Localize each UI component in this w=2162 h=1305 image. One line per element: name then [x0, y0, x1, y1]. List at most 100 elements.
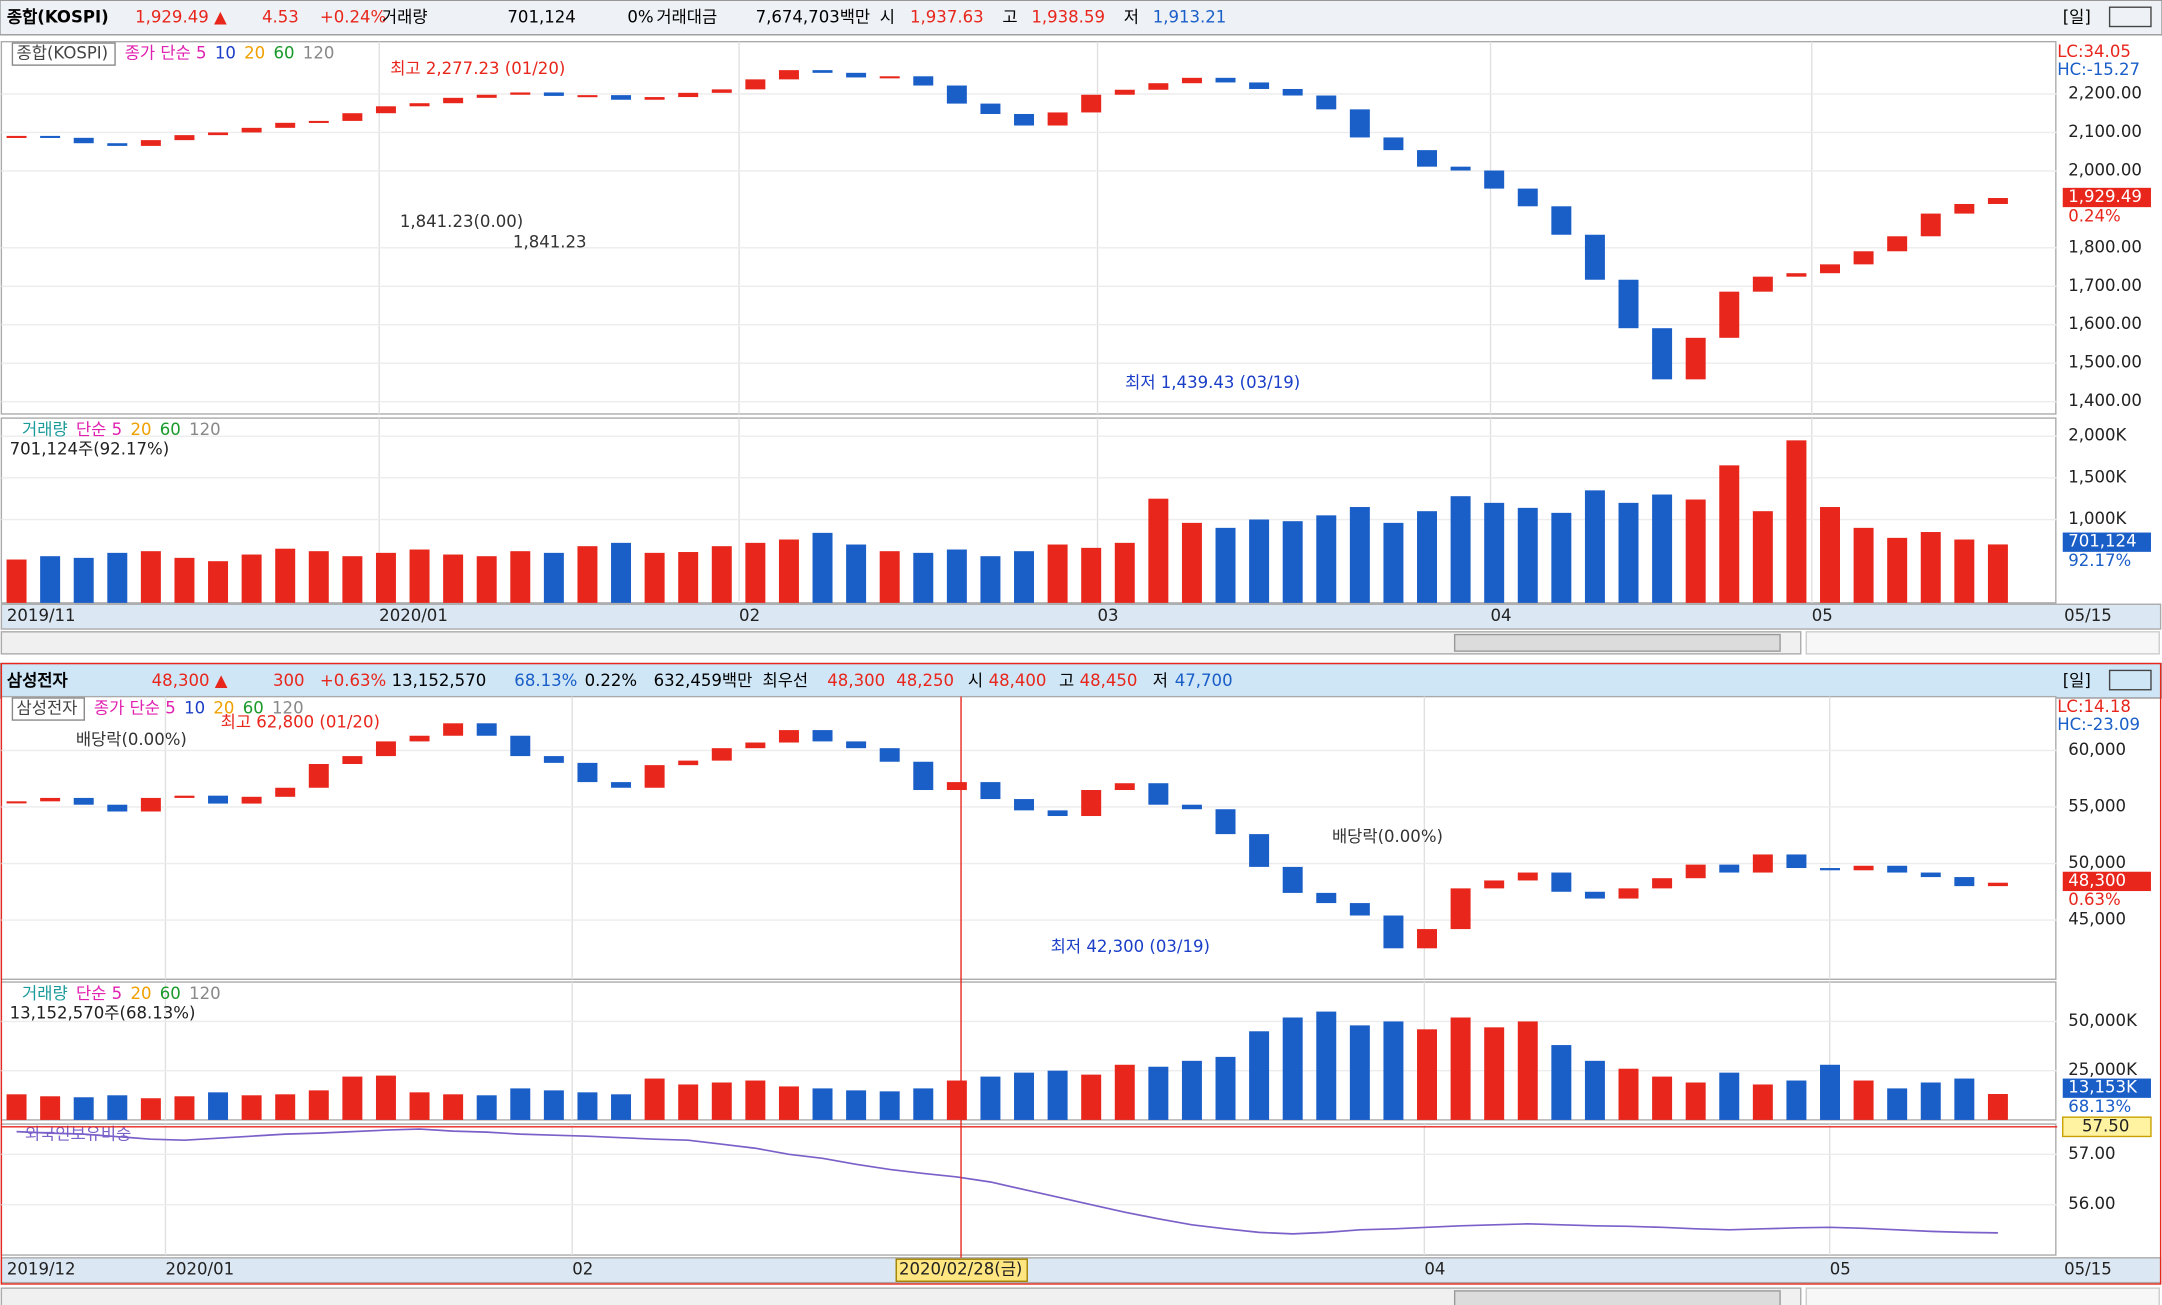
- volume-bar: [1316, 1011, 1337, 1120]
- volume-bar: [107, 1095, 128, 1120]
- toolbar[interactable]: [1805, 631, 2160, 655]
- y-tick-label: 2,100.00: [2068, 122, 2142, 141]
- volume-bar: [1417, 1029, 1438, 1120]
- volume-bar: [1853, 527, 1874, 603]
- volume-bar: [1618, 502, 1639, 603]
- header-field: 300: [273, 671, 305, 690]
- header-field: 701,124: [507, 8, 575, 27]
- window-buttons: [2108, 6, 2152, 28]
- volume-bar: [1484, 502, 1505, 603]
- volume-bar: [1920, 1082, 1941, 1120]
- y-tick-label: 50,000: [2068, 853, 2126, 872]
- candle: [275, 122, 296, 128]
- candle: [1282, 866, 1303, 893]
- y-tick-label: 1,500K: [2068, 467, 2127, 486]
- header-field: 저: [1124, 8, 1139, 27]
- panel-border: [0, 662, 2162, 1285]
- header-field: 시: [968, 671, 983, 690]
- candle: [308, 764, 329, 788]
- volume-bar: [1249, 519, 1270, 603]
- header-field: 632,459백만: [654, 671, 753, 690]
- candle: [644, 97, 665, 100]
- candle: [879, 748, 900, 762]
- volume-bar: [1987, 544, 2008, 603]
- candle: [1517, 188, 1538, 207]
- header-field: 4.53: [262, 8, 299, 27]
- volume-bar: [1517, 1021, 1538, 1120]
- header-field: 1,937.63: [910, 8, 984, 27]
- candle: [745, 79, 766, 90]
- annotation: 최저 1,439.43 (03/19): [1125, 373, 1300, 392]
- volume-bar: [1349, 1025, 1370, 1120]
- candle: [73, 797, 94, 805]
- candle: [476, 94, 497, 98]
- candle: [778, 70, 799, 80]
- volume-bar: [1081, 1074, 1102, 1120]
- legend-item: 20: [244, 44, 265, 63]
- x-label: 2020/01: [379, 606, 448, 625]
- volume-bar: [1114, 1064, 1135, 1120]
- scroll-thumb[interactable]: [1453, 1290, 1781, 1305]
- candle: [1181, 77, 1202, 84]
- volume-bar: [1014, 1072, 1035, 1120]
- legend-item: 20: [130, 984, 151, 1003]
- volume-bar: [1752, 1084, 1773, 1120]
- scroll-thumb[interactable]: [1453, 633, 1781, 652]
- foreign-line: [16, 1128, 1998, 1235]
- legend-item: 종가 단순 5: [125, 44, 207, 63]
- volume-bar: [543, 552, 564, 603]
- candle: [1349, 109, 1370, 138]
- candle: [409, 103, 430, 107]
- volume-bar: [342, 1076, 363, 1120]
- candle: [1417, 929, 1438, 949]
- volume-bar: [946, 549, 967, 603]
- x-label: 2019/11: [7, 606, 76, 625]
- volume-bar: [1786, 440, 1807, 603]
- x-label: 02: [739, 606, 760, 625]
- y-tick-label: 57.00: [2068, 1144, 2115, 1163]
- candle: [1517, 872, 1538, 881]
- candle: [678, 92, 699, 98]
- candle: [1249, 834, 1270, 867]
- candle: [510, 735, 531, 757]
- legend-item: 단순 5: [76, 420, 122, 439]
- y-tick-label: 1,700.00: [2068, 276, 2142, 295]
- toolbar[interactable]: [1805, 1287, 2160, 1305]
- legend-item: 60: [160, 984, 181, 1003]
- volume-bar: [1954, 539, 1975, 603]
- candle: [1820, 868, 1840, 871]
- scrollbar[interactable]: [0, 1287, 1802, 1305]
- x-label: 05/15: [2064, 1260, 2112, 1279]
- price-box: [2062, 871, 2151, 892]
- candle: [611, 95, 632, 100]
- header-field[interactable]: [일]: [2063, 671, 2091, 690]
- price-box: [2062, 1078, 2151, 1098]
- legend-item: 10: [215, 44, 236, 63]
- candle: [1752, 276, 1773, 292]
- candle: [1752, 854, 1773, 873]
- header-field: 48,300: [827, 671, 885, 690]
- legend-item: 종합(KOSPI): [17, 44, 109, 63]
- volume-bar: [1282, 521, 1303, 603]
- annotation: 최저 42,300 (03/19): [1051, 937, 1210, 956]
- candle: [241, 127, 262, 133]
- candle: [946, 782, 967, 791]
- header-field[interactable]: [일]: [2063, 8, 2091, 27]
- scrollbar[interactable]: [0, 631, 1802, 655]
- volume-bar: [510, 1088, 531, 1120]
- candle: [1081, 790, 1102, 817]
- candle: [1349, 903, 1370, 916]
- candle: [443, 97, 464, 104]
- candle: [678, 760, 699, 766]
- volume-bar: [1719, 465, 1740, 603]
- volume-bar: [409, 1092, 430, 1120]
- pane: [0, 695, 2057, 980]
- volume-bar: [1215, 1056, 1236, 1120]
- volume-bar: [1383, 1021, 1404, 1120]
- annotation: 배당락(0.00%): [1332, 827, 1443, 846]
- legend-item: 20: [213, 699, 234, 718]
- candle: [1047, 810, 1068, 817]
- volume-bar: [1987, 1094, 2008, 1120]
- volume-bar: [611, 542, 632, 603]
- candle: [980, 103, 1001, 114]
